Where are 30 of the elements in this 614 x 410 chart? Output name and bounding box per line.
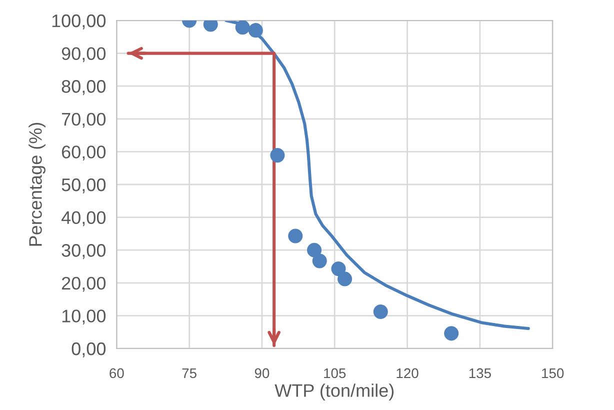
- point: [235, 20, 250, 35]
- point: [338, 272, 352, 286]
- x-tick-label: 150: [542, 368, 564, 378]
- x-tick-label: 105: [324, 368, 346, 378]
- x-tick-label: 60: [110, 368, 124, 378]
- point: [444, 326, 459, 341]
- line-series: [224, 20, 530, 330]
- y-tick-label: 40,00: [61, 211, 106, 226]
- point: [312, 254, 327, 268]
- point: [373, 304, 388, 320]
- y-tick-label: 10,00: [62, 310, 106, 325]
- y-tick-label: 20,00: [62, 276, 106, 292]
- x-tick-label: 120: [396, 368, 418, 378]
- point: [288, 228, 303, 244]
- y-tick-label: 80,00: [62, 80, 106, 95]
- y-tick-label: 50,00: [62, 178, 106, 194]
- point: [248, 23, 263, 38]
- y-tick-label: 100,00: [52, 14, 106, 30]
- y-tick-label: 60,00: [62, 146, 106, 161]
- x-tick-label: 90: [254, 368, 270, 378]
- y-tick-label: 30,00: [62, 244, 106, 259]
- point: [307, 242, 322, 258]
- y-tick-label: 90,00: [62, 47, 106, 62]
- x-tick-label: 75: [182, 368, 196, 378]
- x-tick-label: 135: [469, 368, 491, 378]
- x-axis-title: WTP (ton/mile): [274, 384, 394, 400]
- y-tick-label: 70,00: [62, 112, 106, 128]
- y-axis-title: Percentage (%): [28, 122, 46, 246]
- point: [270, 148, 285, 163]
- y-tick-label: 0,00: [72, 342, 106, 358]
